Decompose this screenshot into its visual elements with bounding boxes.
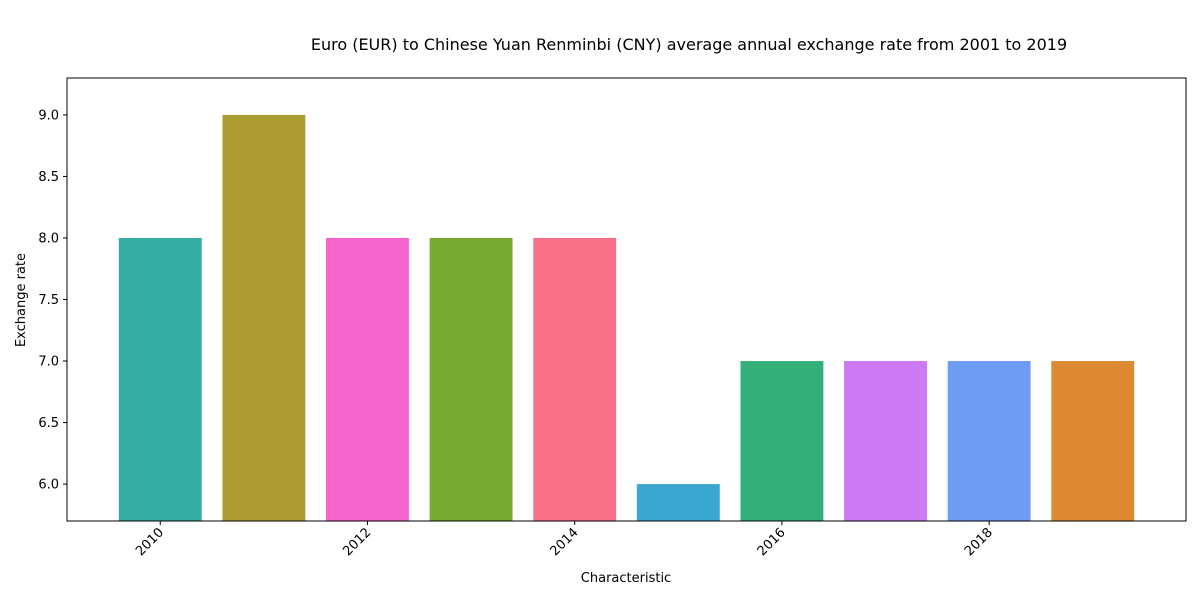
bar-2019 xyxy=(1051,361,1135,521)
y-tick-label: 6.0 xyxy=(38,478,59,493)
bar-2012 xyxy=(326,237,409,521)
y-tick-label: 9.0 xyxy=(38,108,59,123)
y-axis-label: Exchange rate xyxy=(14,253,29,347)
bar-2015 xyxy=(636,484,720,521)
x-tick-label: 2016 xyxy=(755,525,789,559)
bar-2014 xyxy=(533,237,617,521)
bar-2017 xyxy=(844,361,927,521)
bar-2013 xyxy=(429,237,513,521)
y-tick-label: 8.5 xyxy=(38,170,59,185)
bar-2018 xyxy=(947,361,1031,521)
x-tick-label: 2014 xyxy=(548,525,582,559)
x-tick-label: 2018 xyxy=(962,525,996,559)
bar-2016 xyxy=(740,361,824,521)
y-tick-label: 6.5 xyxy=(38,416,59,431)
chart-title: Euro (EUR) to Chinese Yuan Renminbi (CNY… xyxy=(311,35,1067,54)
bar-2011 xyxy=(222,114,306,522)
x-tick-label: 2012 xyxy=(340,525,374,559)
y-tick-label: 7.0 xyxy=(38,355,59,370)
x-tick-label: 2010 xyxy=(133,525,167,559)
bar-2010 xyxy=(118,237,202,521)
y-tick-label: 8.0 xyxy=(38,231,59,246)
plot-area: 6.0 6.5 7.0 7.5 8.0 8.5 9.0 2010 2012 2014 2016 201… xyxy=(38,77,1187,559)
x-axis-label: Characteristic xyxy=(581,571,671,586)
y-tick-label: 7.5 xyxy=(38,293,59,308)
